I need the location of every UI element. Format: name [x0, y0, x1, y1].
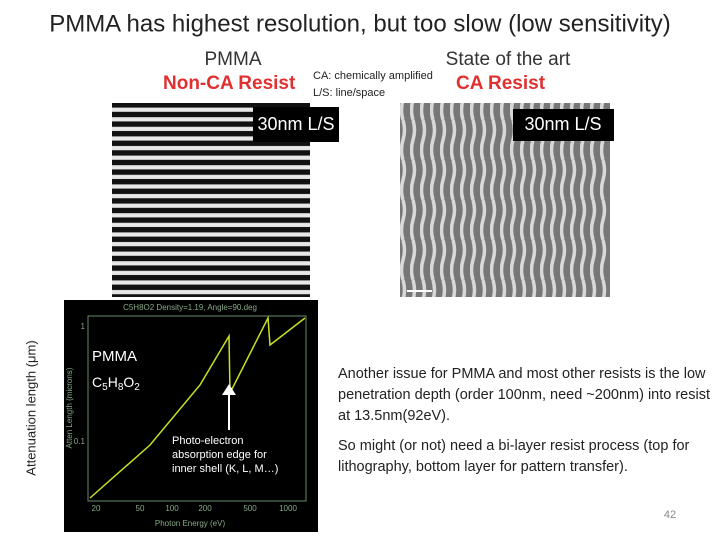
- plot-frame: [87, 315, 307, 502]
- left-header: PMMA: [205, 49, 262, 70]
- plot-title: C5H8O2 Density=1.19, Angle=90.deg: [123, 303, 257, 312]
- material: PMMA: [92, 348, 137, 365]
- label-box: [253, 107, 339, 142]
- page-number: 42: [664, 509, 676, 521]
- formula-part: 8: [118, 382, 124, 393]
- plot-x-tick: 500: [243, 504, 257, 513]
- arrowhead: [222, 384, 236, 395]
- image-label: 30nm L/S: [257, 114, 334, 134]
- formula-part: 2: [134, 382, 140, 393]
- plot-x-tick: 200: [198, 504, 212, 513]
- label-box: [513, 109, 614, 141]
- plot-x-tick: 100: [165, 504, 179, 513]
- plot-image: [64, 300, 318, 532]
- formula-part: 5: [102, 382, 108, 393]
- formula: C5H8O2: [92, 374, 140, 393]
- annotation: inner shell (K, L, M…): [172, 463, 278, 475]
- formula-part: H: [108, 374, 118, 390]
- annotation: absorption edge for: [172, 449, 267, 461]
- plot-y-tick: 0.1: [74, 437, 86, 446]
- plot-x-tick: 1000: [279, 504, 297, 513]
- formula-part: O: [123, 374, 134, 390]
- paragraph: So might (or not) need a bi-layer resist…: [338, 438, 690, 475]
- title: PMMA has highest resolution, but too slo…: [49, 10, 671, 37]
- plot-x-tick: 50: [136, 504, 145, 513]
- image-label: 30nm L/S: [524, 114, 601, 134]
- right-header: State of the art: [446, 49, 571, 70]
- outer-ylabel: Attenuation length (μm): [23, 340, 38, 475]
- left-subheader: Non-CA Resist: [163, 73, 296, 94]
- plot-xlabel: Photon Energy (eV): [155, 519, 226, 528]
- right-subheader: CA Resist: [456, 73, 546, 94]
- plot-ylabel: Atten Length (microns): [65, 367, 74, 448]
- attenuation-curve: [89, 315, 306, 499]
- note: L/S: line/space: [313, 87, 385, 99]
- paragraph: Another issue for PMMA and most other re…: [338, 366, 710, 424]
- plot-y-tick: 1: [81, 322, 86, 331]
- note: CA: chemically amplified: [313, 70, 433, 82]
- annotation: Photo-electron: [172, 435, 244, 447]
- formula-part: C: [92, 374, 102, 390]
- plot-x-tick: 20: [92, 504, 101, 513]
- plot-ticks: 20 50 100 200 500 1000 1 0.1: [74, 322, 298, 513]
